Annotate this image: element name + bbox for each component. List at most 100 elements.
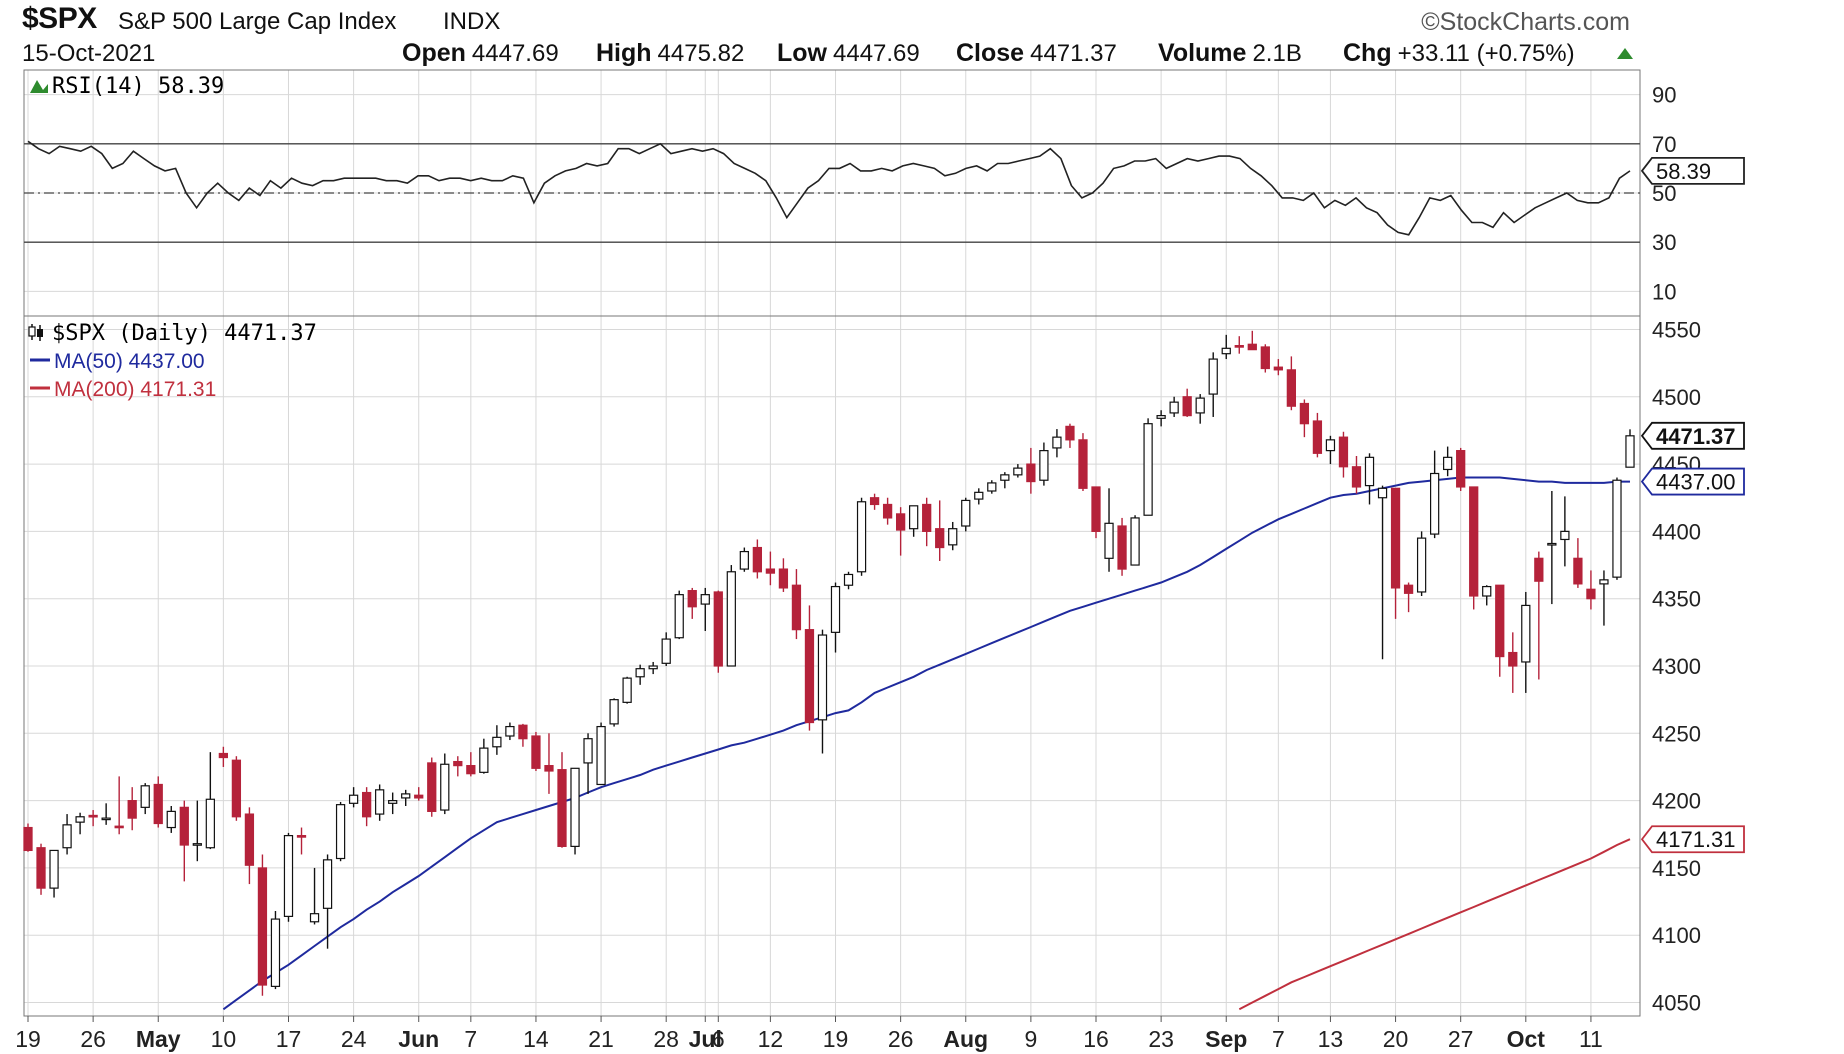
candle-body — [661, 638, 671, 664]
candle-body — [1573, 557, 1583, 585]
candle — [1169, 396, 1179, 417]
candle-body — [153, 783, 163, 825]
candle — [1377, 485, 1388, 660]
candle — [1130, 515, 1140, 566]
candle — [23, 823, 33, 852]
candle-body — [961, 499, 971, 527]
candle — [1195, 394, 1205, 424]
high-label: High — [596, 39, 652, 67]
candle — [609, 698, 619, 727]
candle-body — [388, 800, 398, 804]
ma200-tag-text: 4171.31 — [1656, 827, 1736, 852]
price-ytick-label: 4300 — [1652, 654, 1701, 679]
candle-body — [1599, 579, 1609, 585]
candle — [218, 746, 229, 767]
candle-body — [974, 491, 984, 500]
candle-body — [700, 594, 710, 605]
candle-body — [1299, 402, 1310, 425]
low-label: Low — [777, 39, 827, 67]
candle — [1625, 429, 1635, 468]
candle — [192, 800, 202, 862]
candle — [1338, 431, 1349, 478]
x-tick-label: Jun — [398, 1026, 439, 1052]
candle — [974, 488, 984, 505]
candle-body — [1429, 472, 1440, 535]
candle-body — [1143, 423, 1153, 516]
candle — [856, 497, 867, 576]
chart-header: $SPX S&P 500 Large Cap Index INDX ©Stock… — [0, 0, 1844, 70]
candle — [961, 497, 971, 532]
candle-body — [166, 810, 176, 829]
candle — [231, 756, 242, 821]
candle — [648, 661, 658, 675]
candle-body — [1351, 466, 1362, 488]
candle — [739, 547, 749, 572]
candle-body — [440, 763, 450, 811]
ma50-legend-text: MA(50) 4437.00 — [54, 350, 205, 373]
candle-body — [114, 825, 124, 829]
price-ytick-label: 4400 — [1652, 519, 1701, 544]
price-ytick-label: 4050 — [1652, 991, 1701, 1016]
high-value: 4475.82 — [657, 40, 745, 67]
candle — [1312, 412, 1323, 458]
x-tick-label: 28 — [653, 1026, 679, 1052]
candle-body — [205, 798, 215, 849]
candle — [1182, 388, 1192, 417]
candle — [661, 632, 671, 666]
candle — [348, 787, 359, 808]
candle — [335, 801, 346, 862]
candle — [1273, 359, 1283, 376]
candle-body — [101, 817, 111, 821]
candle — [179, 800, 189, 882]
candle-body — [922, 503, 932, 532]
high-quote: High 4475.82 — [596, 39, 744, 68]
candle-body — [1612, 479, 1622, 578]
candle — [375, 784, 385, 821]
candle-body — [335, 804, 346, 860]
candle-body — [1521, 604, 1531, 663]
candle — [922, 497, 932, 547]
candle — [1403, 582, 1414, 613]
candle-body — [791, 584, 802, 631]
candle — [492, 725, 502, 755]
candle — [1325, 435, 1336, 465]
candle-body — [869, 497, 880, 506]
rsi-reference-lines — [24, 143, 1640, 243]
candle-body — [935, 528, 945, 549]
candle — [935, 500, 945, 561]
x-tick-label: 27 — [1448, 1026, 1474, 1052]
candle — [1456, 447, 1466, 491]
candle — [166, 806, 176, 833]
price-legend: $SPX (Daily) 4471.37 MA(50) 4437.00 MA(2… — [28, 321, 317, 401]
volume-value: 2.1B — [1252, 40, 1302, 67]
candle — [1429, 450, 1440, 539]
candle-body — [948, 528, 958, 546]
candle — [453, 756, 463, 777]
candle-body — [1078, 439, 1088, 489]
candle-body — [62, 824, 72, 849]
candle — [1508, 632, 1518, 693]
candle — [1065, 423, 1075, 448]
x-tick-label: May — [136, 1026, 181, 1052]
up-arrow-icon — [1617, 48, 1633, 59]
candle — [895, 507, 906, 556]
candle-body — [1156, 415, 1166, 419]
candle-legend-icon — [28, 324, 43, 341]
candle-body — [1508, 651, 1518, 667]
price-ytick-label: 4250 — [1652, 721, 1701, 746]
candle-body — [895, 513, 906, 531]
candle — [1482, 585, 1492, 606]
candle-body — [453, 760, 463, 767]
candle-body — [739, 550, 749, 570]
candle — [948, 521, 958, 551]
close-value: 4471.37 — [1030, 40, 1117, 67]
candle-body — [1443, 456, 1453, 471]
x-tick-label: 21 — [588, 1026, 614, 1052]
candle — [531, 731, 541, 771]
candle — [153, 776, 163, 828]
x-tick-label: 19 — [15, 1026, 41, 1052]
candle-body — [1130, 517, 1140, 566]
x-tick-label: 9 — [1024, 1026, 1037, 1052]
candle — [1221, 334, 1231, 360]
rsi-last-tag-text: 58.39 — [1656, 159, 1711, 184]
